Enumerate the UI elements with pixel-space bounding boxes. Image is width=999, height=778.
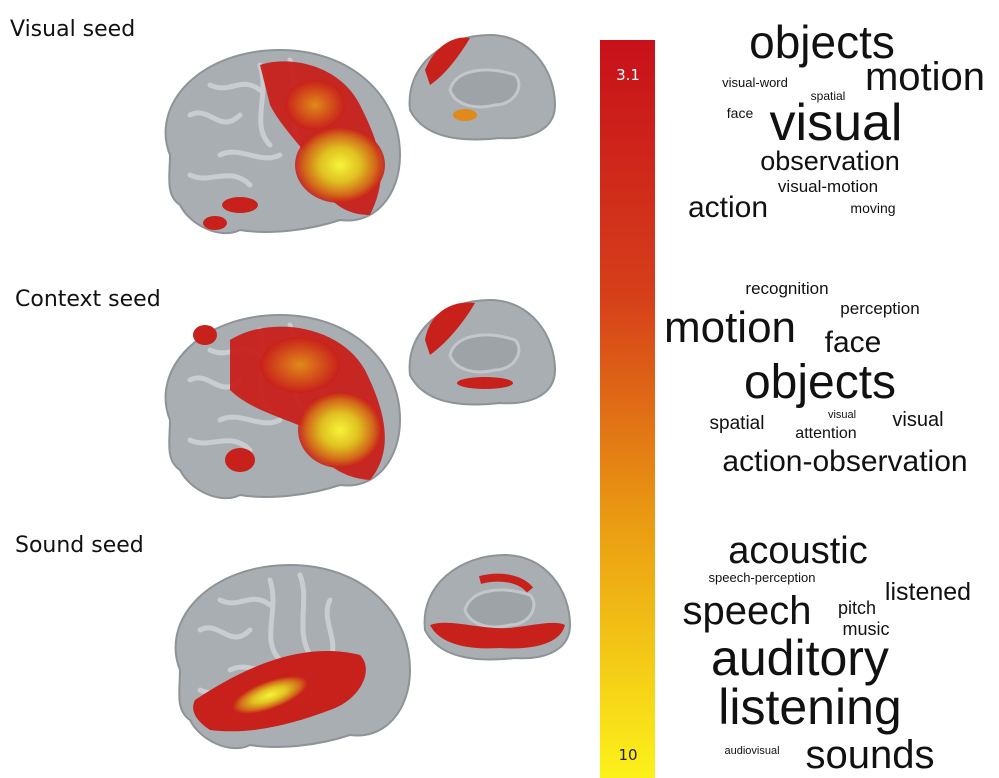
word-cloud-word: spatial xyxy=(710,413,765,434)
word-cloud-word: visual xyxy=(892,409,943,431)
panel-label: Context seed xyxy=(15,287,161,312)
brain-lateral xyxy=(166,50,400,233)
word-cloud-word: moving xyxy=(850,200,895,216)
word-cloud-word: action xyxy=(688,191,768,224)
brain-medial xyxy=(425,555,570,660)
word-cloud-word: observation xyxy=(760,146,900,176)
brain-lateral xyxy=(176,565,410,748)
word-cloud-word: motion xyxy=(664,303,796,352)
brain-lateral xyxy=(166,315,400,498)
word-cloud-word: sounds xyxy=(806,733,935,777)
word-cloud-word: objects xyxy=(744,356,896,409)
word-cloud-word: listening xyxy=(718,679,901,735)
word-cloud-word: face xyxy=(727,105,754,121)
colorbar xyxy=(600,40,655,778)
word-cloud-word: attention xyxy=(795,425,856,442)
word-cloud-word: auditory xyxy=(711,630,889,686)
colorbar-bottom-label: 10 xyxy=(618,746,637,764)
word-cloud-word: visual-motion xyxy=(778,177,878,196)
word-cloud-word: action-observation xyxy=(722,445,967,478)
word-cloud-word: listened xyxy=(885,578,971,606)
colorbar-top-label: 3.1 xyxy=(616,66,640,84)
word-cloud-word: speech xyxy=(683,589,812,633)
brain-medial xyxy=(410,300,555,405)
word-cloud-word: acoustic xyxy=(728,530,867,572)
word-cloud-word: audiovisual xyxy=(724,745,779,757)
word-cloud-word: recognition xyxy=(745,279,828,298)
panel-label: Visual seed xyxy=(10,17,135,42)
figure: 3.1 10 Visual seed Context seed Sound se… xyxy=(0,0,999,778)
word-cloud-word: speech-perception xyxy=(709,570,816,585)
word-cloud-word: visual xyxy=(828,409,856,421)
word-cloud-word: perception xyxy=(840,299,919,318)
word-cloud-word: motion xyxy=(865,55,985,99)
word-cloud-word: face xyxy=(825,326,882,359)
brain-medial xyxy=(410,35,555,140)
word-cloud-word: pitch xyxy=(838,598,876,618)
word-cloud-word: visual-word xyxy=(722,75,788,90)
word-cloud-word: visual xyxy=(770,94,903,152)
panel-label: Sound seed xyxy=(15,533,144,558)
